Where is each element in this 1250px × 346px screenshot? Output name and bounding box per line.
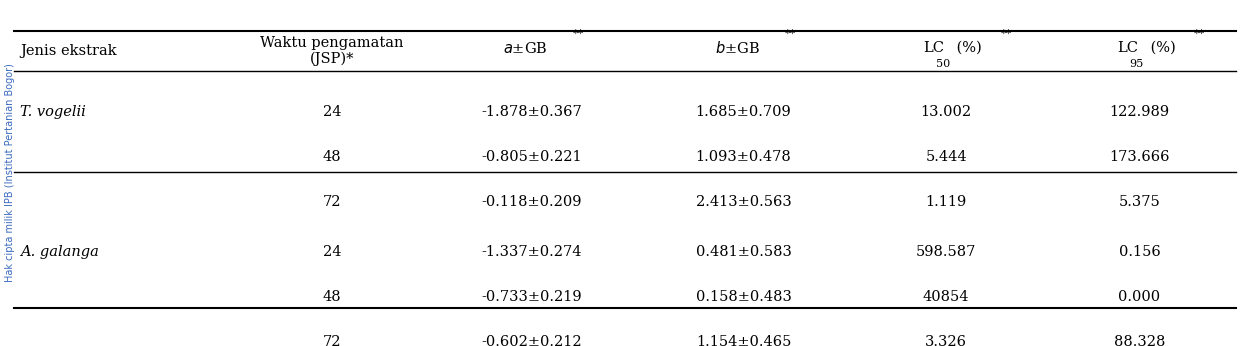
Text: -0.118±0.209: -0.118±0.209: [481, 195, 581, 209]
Text: 173.666: 173.666: [1109, 150, 1170, 164]
Text: 2.413±0.563: 2.413±0.563: [695, 195, 791, 209]
Text: LC: LC: [924, 41, 945, 55]
Text: 48: 48: [322, 290, 341, 304]
Text: Waktu pengamatan
(JSP)*: Waktu pengamatan (JSP)*: [260, 36, 404, 66]
Text: 1.685±0.709: 1.685±0.709: [695, 105, 791, 119]
Text: 50: 50: [936, 58, 950, 69]
Text: 0.000: 0.000: [1119, 290, 1160, 304]
Text: 0.158±0.483: 0.158±0.483: [695, 290, 791, 304]
Text: 3.326: 3.326: [925, 335, 968, 346]
Text: 122.989: 122.989: [1110, 105, 1170, 119]
Text: LC: LC: [1118, 41, 1138, 55]
Text: $a$±GB: $a$±GB: [503, 40, 548, 55]
Text: -1.878±0.367: -1.878±0.367: [481, 105, 581, 119]
Text: 40854: 40854: [922, 290, 970, 304]
Text: 5.375: 5.375: [1119, 195, 1160, 209]
Text: 1.119: 1.119: [925, 195, 966, 209]
Text: 598.587: 598.587: [916, 245, 976, 259]
Text: -0.602±0.212: -0.602±0.212: [481, 335, 581, 346]
Text: -0.805±0.221: -0.805±0.221: [481, 150, 581, 164]
Text: 95: 95: [1130, 58, 1144, 69]
Text: **: **: [1194, 29, 1205, 39]
Text: T. vogelii: T. vogelii: [20, 105, 86, 119]
Text: 1.154±0.465: 1.154±0.465: [696, 335, 791, 346]
Text: **: **: [785, 29, 796, 39]
Text: Hak cipta milik IPB (Institut Pertanian Bogor): Hak cipta milik IPB (Institut Pertanian …: [5, 64, 15, 282]
Text: 13.002: 13.002: [920, 105, 971, 119]
Text: 72: 72: [322, 195, 341, 209]
Text: -0.733±0.219: -0.733±0.219: [481, 290, 581, 304]
Text: 24: 24: [322, 105, 341, 119]
Text: Jenis ekstrak: Jenis ekstrak: [20, 44, 116, 58]
Text: **: **: [1000, 29, 1011, 39]
Text: **: **: [574, 29, 585, 39]
Text: 48: 48: [322, 150, 341, 164]
Text: 0.481±0.583: 0.481±0.583: [695, 245, 791, 259]
Text: 24: 24: [322, 245, 341, 259]
Text: $b$±GB: $b$±GB: [715, 40, 760, 56]
Text: (%): (%): [952, 41, 982, 55]
Text: A. galanga: A. galanga: [20, 245, 99, 259]
Text: (%): (%): [1146, 41, 1175, 55]
Text: 88.328: 88.328: [1114, 335, 1165, 346]
Text: -1.337±0.274: -1.337±0.274: [481, 245, 581, 259]
Text: 0.156: 0.156: [1119, 245, 1160, 259]
Text: 72: 72: [322, 335, 341, 346]
Text: 5.444: 5.444: [925, 150, 968, 164]
Text: 1.093±0.478: 1.093±0.478: [695, 150, 791, 164]
